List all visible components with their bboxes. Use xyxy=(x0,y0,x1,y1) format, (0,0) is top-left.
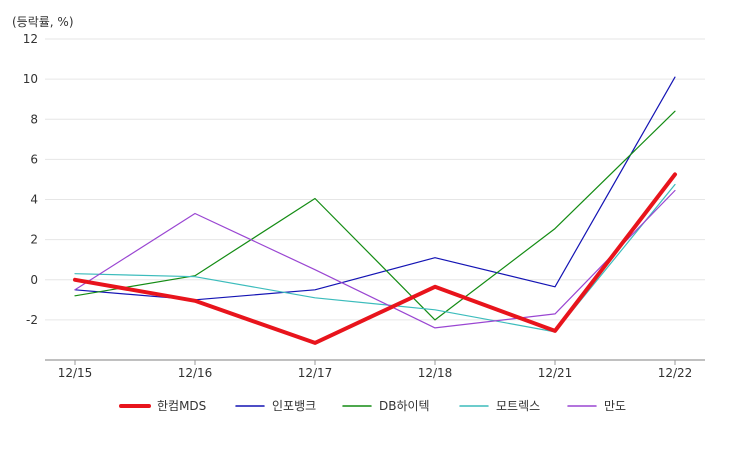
y-axis-ticks: -2 0 2 4 6 8 10 12 xyxy=(23,32,38,327)
series-line xyxy=(74,189,676,329)
legend-label: 만도 xyxy=(604,399,626,413)
x-tick-label: 12/21 xyxy=(538,366,573,380)
legend-label: 모트렉스 xyxy=(496,399,540,413)
y-tick-label: 10 xyxy=(23,72,38,86)
y-tick-label: 4 xyxy=(30,193,38,207)
legend: 한컴MDS 인포뱅크 DB하이텍 모트렉스 만도 xyxy=(119,399,626,413)
y-tick-label: 12 xyxy=(23,32,38,46)
x-axis: 12/15 12/16 12/17 12/18 12/21 12/22 xyxy=(45,359,705,380)
legend-label: 인포뱅크 xyxy=(272,399,316,413)
y-tick-label: 6 xyxy=(30,152,38,166)
x-tick-label: 12/15 xyxy=(58,366,93,380)
series-line xyxy=(74,110,676,321)
series-lines xyxy=(73,76,677,345)
y-axis-unit-label: (등락률, %) xyxy=(12,15,74,29)
y-tick-label: 8 xyxy=(30,112,38,126)
series-line xyxy=(73,172,677,345)
legend-label: 한컴MDS xyxy=(157,399,206,413)
series-line xyxy=(74,76,676,301)
y-tick-label: 0 xyxy=(30,273,38,287)
x-tick-label: 12/18 xyxy=(418,366,453,380)
x-tick-label: 12/16 xyxy=(178,366,213,380)
series-line xyxy=(74,183,676,333)
legend-label: DB하이텍 xyxy=(379,399,430,413)
x-tick-label: 12/17 xyxy=(298,366,333,380)
x-tick-label: 12/22 xyxy=(658,366,693,380)
y-tick-label: -2 xyxy=(26,313,38,327)
y-tick-label: 2 xyxy=(30,233,38,247)
